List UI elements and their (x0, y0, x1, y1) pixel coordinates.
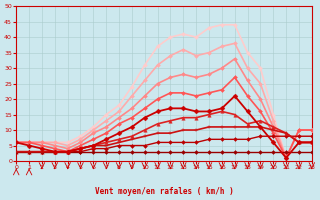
X-axis label: Vent moyen/en rafales ( km/h ): Vent moyen/en rafales ( km/h ) (95, 187, 233, 196)
